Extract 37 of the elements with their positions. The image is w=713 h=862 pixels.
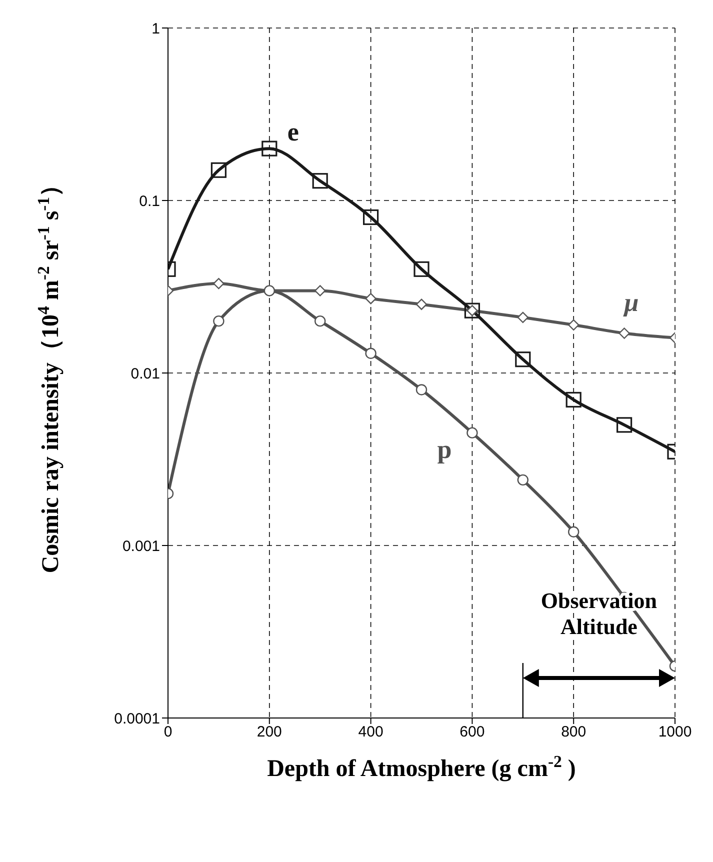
point (314, 315, 326, 327)
y-tick-label: 0.01 (130, 365, 160, 382)
point (365, 348, 376, 359)
point (466, 427, 478, 438)
x-tick-label: 200 (256, 724, 282, 741)
y-tick-label: 1 (152, 20, 160, 38)
y-tick-label: 0.001 (122, 538, 160, 555)
point (210, 162, 226, 178)
point (566, 392, 582, 408)
point (365, 292, 376, 304)
x-tick-label: 800 (561, 724, 586, 741)
x-tick-label: 0 (164, 724, 172, 741)
point (213, 278, 224, 290)
point (262, 140, 278, 156)
x-tick-label: 400 (358, 724, 384, 741)
point (616, 417, 632, 433)
point (568, 526, 580, 538)
point (312, 173, 328, 189)
point (618, 328, 630, 339)
series-label: p (437, 434, 452, 464)
x-axis-title: Depth of Atmosphere (g cm$^{-2}$ ) (267, 752, 576, 782)
point (314, 285, 326, 296)
series-label: μ (622, 288, 639, 318)
x-tick-label: 600 (460, 724, 485, 741)
y-tick-label: 0.0001 (114, 710, 160, 728)
point (517, 474, 528, 486)
point (363, 209, 379, 226)
point (517, 312, 528, 324)
series-label: e (287, 118, 299, 147)
point (515, 352, 531, 368)
x-tick-label: 1000 (658, 724, 692, 741)
point (213, 315, 224, 327)
point (416, 384, 428, 396)
point (414, 261, 430, 277)
point (568, 319, 580, 331)
point (416, 298, 428, 310)
y-tick-label: 0.1 (139, 192, 160, 210)
